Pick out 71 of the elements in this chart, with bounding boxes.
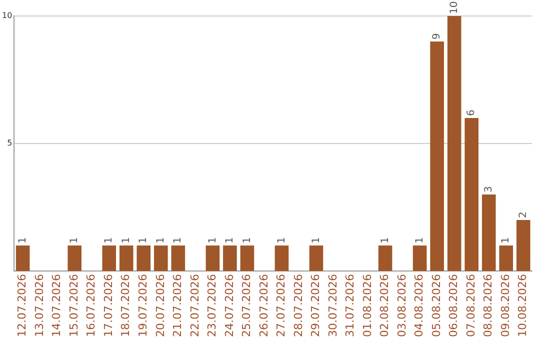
bar <box>430 42 444 272</box>
bar <box>119 246 134 272</box>
data-label: 1 <box>224 237 236 244</box>
x-tick-label: 16.07.2026 <box>84 274 98 338</box>
bar <box>68 246 82 272</box>
x-tick-label: 14.07.2026 <box>50 274 64 338</box>
x-tick-label: 17.07.2026 <box>102 274 115 338</box>
bar <box>482 194 496 272</box>
data-label: 1 <box>155 237 166 244</box>
data-label: 1 <box>500 237 512 244</box>
y-tick-label: 5 <box>7 138 12 148</box>
data-label: 6 <box>466 110 478 116</box>
data-label: 1 <box>104 237 115 244</box>
x-tick-label: 15.07.2026 <box>67 274 80 338</box>
x-tick-label: 06.08.2026 <box>447 274 460 338</box>
x-tick-label: 18.07.2026 <box>119 274 132 338</box>
x-tick-label: 19.07.2026 <box>136 274 150 338</box>
data-label: 1 <box>310 237 322 244</box>
data-label: 1 <box>172 237 184 244</box>
bar <box>136 246 151 272</box>
x-tick-label: 26.07.2026 <box>257 274 270 338</box>
data-label: 10 <box>448 1 460 14</box>
data-label: 2 <box>518 212 529 218</box>
x-tick-label: 28.07.2026 <box>292 274 305 338</box>
data-label: 9 <box>432 33 443 40</box>
x-tick-label: 30.07.2026 <box>326 274 340 338</box>
x-tick-label: 31.07.2026 <box>344 274 357 338</box>
bar <box>154 246 168 272</box>
x-tick-label: 01.08.2026 <box>360 274 374 338</box>
bar <box>516 220 530 272</box>
x-tick-label: 04.08.2026 <box>412 274 426 338</box>
x-tick-label: 12.07.2026 <box>16 274 29 338</box>
data-label: 1 <box>138 237 150 244</box>
x-tick-label: 08.08.2026 <box>482 274 495 338</box>
x-tick-label: 20.07.2026 <box>154 274 167 338</box>
x-tick-label: 03.08.2026 <box>395 274 408 338</box>
data-label: 1 <box>207 237 218 244</box>
data-label: 1 <box>242 237 253 244</box>
x-tick-label: 27.07.2026 <box>274 274 288 338</box>
x-tick-label: 02.08.2026 <box>378 274 392 338</box>
bar <box>206 246 220 272</box>
data-label: 1 <box>120 237 132 244</box>
bar <box>16 246 30 272</box>
bar <box>464 118 478 272</box>
data-label: 1 <box>69 237 80 244</box>
x-tick-label: 13.07.2026 <box>32 274 46 338</box>
data-label: 1 <box>17 237 28 244</box>
bar <box>102 246 116 272</box>
data-label: 1 <box>380 237 391 244</box>
data-label: 1 <box>414 237 426 244</box>
x-tick-label: 05.08.2026 <box>430 274 443 338</box>
bar <box>378 246 392 272</box>
x-tick-label: 22.07.2026 <box>188 274 202 338</box>
bar <box>412 246 427 272</box>
bar <box>447 16 462 272</box>
bar <box>171 246 186 272</box>
bar <box>274 246 289 272</box>
data-label: 3 <box>483 186 494 193</box>
x-tick-label: 23.07.2026 <box>206 274 219 338</box>
x-tick-label: 09.08.2026 <box>498 274 512 338</box>
x-tick-label: 07.08.2026 <box>464 274 478 338</box>
x-tick-label: 24.07.2026 <box>222 274 236 338</box>
bar <box>240 246 254 272</box>
x-tick-label: 29.07.2026 <box>309 274 322 338</box>
bar <box>223 246 237 272</box>
data-label: 1 <box>276 237 288 244</box>
bar <box>499 246 514 272</box>
bar <box>309 246 324 272</box>
x-tick-label: 25.07.2026 <box>240 274 254 338</box>
x-tick-label: 21.07.2026 <box>171 274 184 338</box>
x-tick-label: 10.08.2026 <box>516 274 530 338</box>
